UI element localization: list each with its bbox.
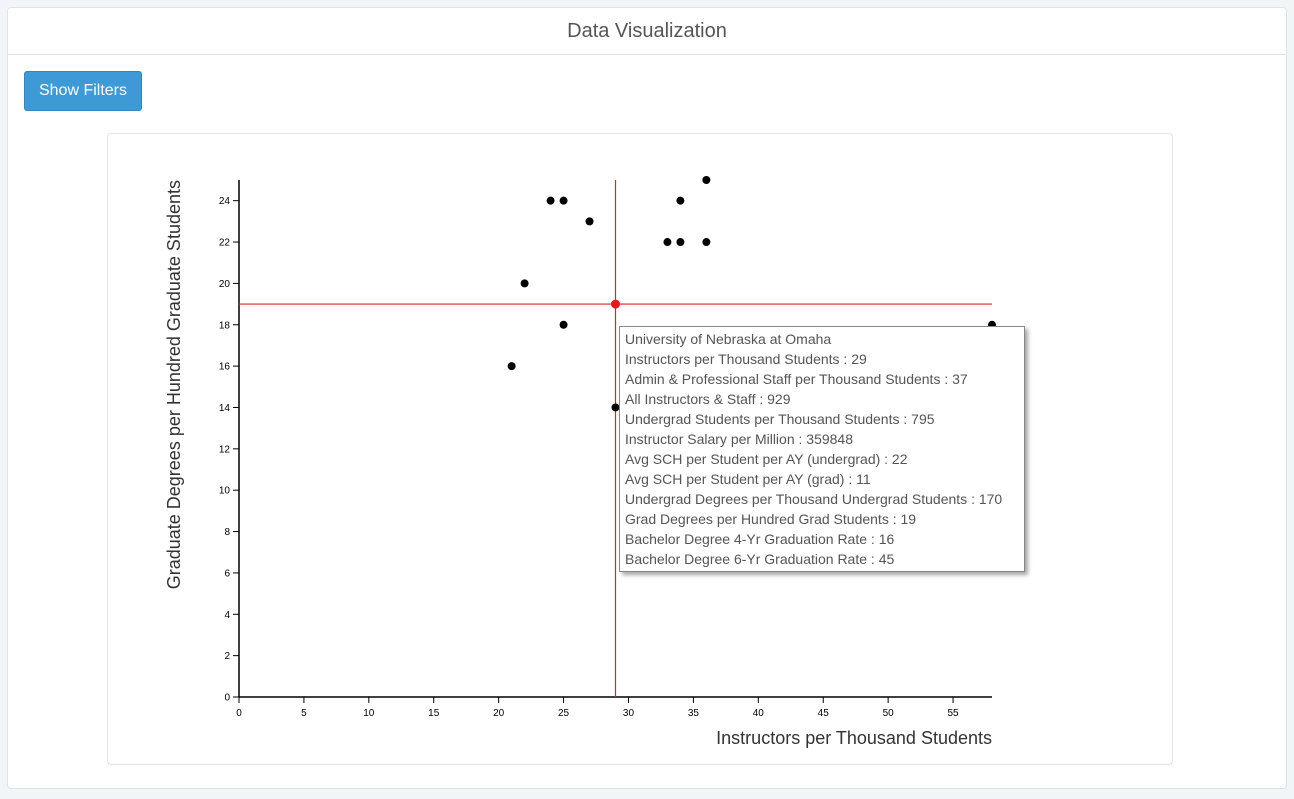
tooltip-line: All Instructors & Staff : 929 bbox=[625, 391, 791, 407]
point-tooltip: University of Nebraska at Omaha Instruct… bbox=[619, 326, 1025, 572]
panel-title: Data Visualization bbox=[8, 8, 1286, 55]
data-point bbox=[585, 217, 594, 226]
tooltip-line: Instructors per Thousand Students : 29 bbox=[625, 351, 867, 367]
data-point bbox=[702, 176, 711, 184]
y-tick-label: 4 bbox=[224, 610, 230, 621]
data-point bbox=[546, 196, 555, 205]
y-tick-label: 8 bbox=[224, 527, 230, 538]
data-point bbox=[559, 196, 568, 205]
tooltip-line: Admin & Professional Staff per Thousand … bbox=[625, 371, 968, 387]
data-point bbox=[520, 279, 529, 288]
x-axis-label: Instructors per Thousand Students bbox=[716, 728, 992, 748]
x-tick-label: 55 bbox=[947, 708, 959, 719]
x-tick-label: 35 bbox=[688, 708, 700, 719]
y-tick-label: 16 bbox=[219, 362, 231, 373]
data-point bbox=[559, 320, 568, 329]
y-tick-label: 14 bbox=[219, 403, 231, 414]
y-tick-label: 10 bbox=[219, 486, 231, 497]
x-tick-label: 15 bbox=[428, 708, 440, 719]
data-point bbox=[676, 238, 685, 247]
x-tick-label: 5 bbox=[301, 708, 307, 719]
y-tick-label: 22 bbox=[219, 238, 231, 249]
x-tick-label: 40 bbox=[753, 708, 765, 719]
tooltip-line: Bachelor Degree 4-Yr Graduation Rate : 1… bbox=[625, 531, 895, 547]
x-tick-label: 20 bbox=[493, 708, 505, 719]
data-point bbox=[702, 238, 711, 247]
data-point bbox=[611, 403, 620, 412]
x-tick-label: 25 bbox=[558, 708, 570, 719]
tooltip-line: University of Nebraska at Omaha bbox=[625, 331, 832, 347]
y-tick-label: 18 bbox=[219, 320, 231, 331]
x-tick-label: 45 bbox=[818, 708, 830, 719]
tooltip-line: Undergrad Students per Thousand Students… bbox=[625, 411, 935, 427]
data-point bbox=[507, 362, 516, 371]
x-tick-label: 0 bbox=[236, 708, 242, 719]
tooltip-line: Grad Degrees per Hundred Grad Students :… bbox=[625, 511, 917, 527]
y-tick-label: 6 bbox=[224, 568, 230, 579]
y-tick-label: 0 bbox=[224, 693, 230, 704]
data-point bbox=[663, 238, 672, 247]
tooltip-line: Avg SCH per Student per AY (undergrad) :… bbox=[625, 451, 908, 467]
show-filters-button[interactable]: Show Filters bbox=[24, 71, 142, 111]
x-tick-label: 30 bbox=[623, 708, 635, 719]
y-tick-label: 12 bbox=[219, 444, 231, 455]
y-tick-label: 2 bbox=[224, 651, 230, 662]
x-tick-label: 50 bbox=[883, 708, 895, 719]
highlighted-point bbox=[611, 299, 620, 309]
y-axis-label: Graduate Degrees per Hundred Graduate St… bbox=[164, 180, 184, 589]
x-tick-label: 10 bbox=[363, 708, 375, 719]
tooltip-line: Instructor Salary per Million : 359848 bbox=[625, 431, 853, 447]
tooltip-line: Undergrad Degrees per Thousand Undergrad… bbox=[625, 491, 1003, 507]
y-tick-label: 24 bbox=[219, 196, 231, 207]
data-point bbox=[676, 196, 685, 205]
tooltip-line: Bachelor Degree 6-Yr Graduation Rate : 4… bbox=[625, 551, 895, 567]
y-tick-label: 20 bbox=[219, 279, 231, 290]
tooltip-line: Avg SCH per Student per AY (grad) : 11 bbox=[625, 471, 871, 487]
